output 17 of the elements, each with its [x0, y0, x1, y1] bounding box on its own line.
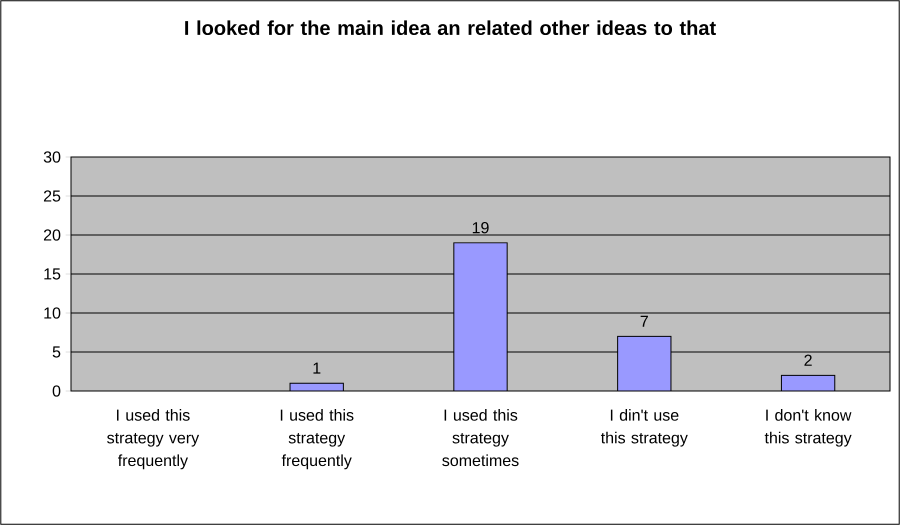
- x-tick-label: I used this strategy sometimes: [442, 409, 519, 466]
- data-label: 19: [472, 222, 489, 234]
- data-label: 2: [804, 354, 812, 366]
- y-tick-label: 0: [52, 385, 60, 397]
- x-tick-label: I used this strategy frequently: [280, 409, 354, 470]
- data-label: 1: [313, 362, 320, 374]
- data-label: 7: [640, 316, 648, 327]
- y-tick-label: 25: [44, 190, 60, 202]
- y-tick-label: 10: [44, 307, 60, 319]
- chart-title: I looked for the main idea an related other ideas to that: [185, 20, 716, 36]
- x-tick-label: I din't use this strategy: [600, 409, 688, 447]
- x-tick-label: I used this strategy very frequently: [107, 409, 200, 470]
- y-tick-label: 15: [44, 268, 60, 280]
- y-tick-label: 20: [44, 229, 60, 241]
- x-tick-label: I don't know this strategy: [764, 409, 852, 447]
- y-tick-label: 5: [52, 346, 60, 358]
- y-tick-label: 30: [44, 151, 60, 163]
